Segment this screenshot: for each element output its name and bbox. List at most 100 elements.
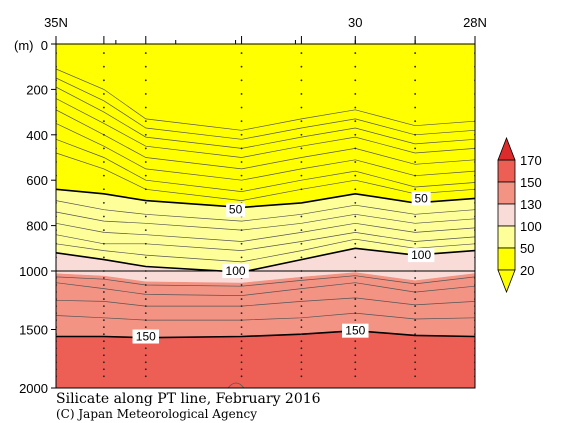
sample-point xyxy=(414,215,417,218)
sample-point xyxy=(240,340,243,343)
sample-point xyxy=(102,174,105,177)
minor-contour xyxy=(56,211,475,231)
minor-contour xyxy=(56,312,475,321)
sample-point xyxy=(354,174,357,177)
sample-point xyxy=(414,333,417,336)
sample-point xyxy=(102,319,105,322)
sample-point xyxy=(414,305,417,307)
sample-point xyxy=(144,326,147,329)
sample-point xyxy=(144,229,147,232)
sample-point xyxy=(414,298,417,300)
sample-point xyxy=(414,319,417,322)
sample-point xyxy=(414,354,417,357)
sample-point xyxy=(300,79,303,82)
contour-label: 100 xyxy=(411,248,431,262)
sample-point xyxy=(300,120,303,123)
minor-contour xyxy=(56,152,475,201)
sample-point xyxy=(144,161,147,163)
sample-point xyxy=(102,133,105,136)
concentration-fill-layer xyxy=(56,44,475,388)
sample-point xyxy=(102,79,105,82)
sample-point xyxy=(240,120,243,123)
sample-point xyxy=(354,229,357,232)
minor-contour xyxy=(56,123,475,181)
sample-point xyxy=(144,291,147,293)
sample-point xyxy=(354,161,357,163)
sample-point xyxy=(144,298,147,300)
sample-point xyxy=(240,319,243,322)
sample-point xyxy=(300,174,303,177)
sample-point xyxy=(102,93,105,95)
sample-point xyxy=(300,277,303,279)
major-contour-50 xyxy=(56,188,475,209)
sample-point xyxy=(144,354,147,357)
x-tick-label: 30 xyxy=(348,15,362,30)
sample-point xyxy=(414,277,417,279)
sample-point xyxy=(240,79,243,82)
sample-point xyxy=(102,242,105,245)
sample-point xyxy=(240,242,243,245)
sample-point xyxy=(300,147,303,150)
major-contour-layer xyxy=(56,188,475,339)
sample-point xyxy=(354,147,357,150)
y-unit-label: (m) xyxy=(14,38,34,53)
sample-point xyxy=(144,277,147,279)
colorbar-label: 50 xyxy=(520,241,534,256)
sample-point xyxy=(102,277,105,279)
minor-contour xyxy=(227,382,245,388)
sample-point xyxy=(300,347,303,350)
sample-point xyxy=(240,284,243,286)
sample-point xyxy=(240,368,243,371)
sample-point xyxy=(300,215,303,218)
credit-line: (C) Japan Meteorological Agency xyxy=(56,407,257,421)
sample-point xyxy=(240,147,243,150)
sample-point xyxy=(240,256,243,259)
sample-point xyxy=(414,375,417,378)
sample-point xyxy=(300,368,303,371)
contour-label: 100 xyxy=(226,264,246,278)
sample-point xyxy=(144,65,147,68)
sample-point xyxy=(240,347,243,350)
sample-point xyxy=(102,215,105,218)
sample-point xyxy=(300,340,303,343)
minor-contour xyxy=(56,282,475,296)
sample-point xyxy=(354,305,357,307)
sample-point xyxy=(300,256,303,259)
sample-point xyxy=(144,79,147,82)
sample-point xyxy=(354,120,357,123)
sample-point xyxy=(414,106,417,109)
sample-point xyxy=(102,147,105,150)
sample-point xyxy=(300,202,303,204)
fill-50-100 xyxy=(56,189,475,273)
sample-point xyxy=(414,326,417,329)
sample-point xyxy=(144,319,147,322)
x-axis: 35N 30 28N xyxy=(44,15,487,44)
sample-point xyxy=(300,333,303,336)
y-axis: 200 400 600 800 1000 1500 2000 0 xyxy=(19,38,56,396)
sample-point xyxy=(300,319,303,322)
fill-100-130 xyxy=(56,248,475,283)
contour-label-bg xyxy=(407,248,435,263)
sample-point xyxy=(354,298,357,300)
fill-130-150 xyxy=(56,272,475,338)
sample-point xyxy=(414,361,417,364)
sample-point xyxy=(414,79,417,82)
y-tick-label: 2000 xyxy=(19,381,48,396)
sample-point xyxy=(102,312,105,315)
minor-contour xyxy=(56,77,475,140)
sample-point xyxy=(414,188,417,191)
sample-point xyxy=(354,347,357,350)
sample-point xyxy=(354,284,357,286)
sample-point xyxy=(300,65,303,68)
sample-point xyxy=(102,326,105,329)
sample-point xyxy=(102,298,105,300)
sample-point xyxy=(240,298,243,300)
sample-point xyxy=(144,188,147,191)
minor-contour xyxy=(56,222,475,242)
sample-point xyxy=(414,93,417,95)
fill-150-170 xyxy=(56,330,475,388)
contour-label-bg xyxy=(132,329,160,344)
sample-point xyxy=(144,202,147,204)
sample-point xyxy=(240,361,243,364)
minor-contour xyxy=(56,109,475,170)
